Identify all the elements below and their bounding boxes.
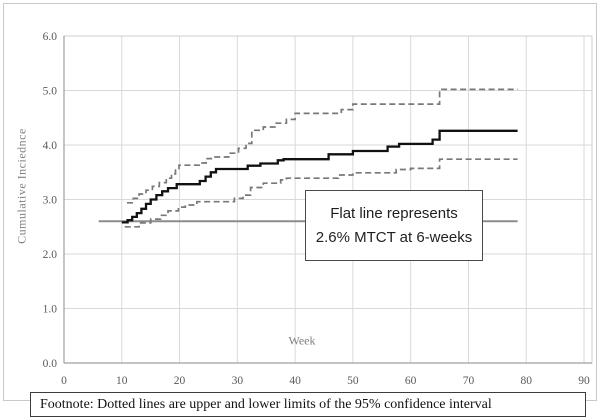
x-tick-label: 0 — [61, 375, 67, 387]
annotation-box: Flat line represents 2.6% MTCT at 6-week… — [305, 190, 483, 261]
x-tick-label: 30 — [232, 375, 244, 387]
y-tick-label: 6.0 — [43, 31, 58, 43]
x-tick-labels: 0 10 20 30 40 50 60 70 80 90 — [61, 375, 590, 387]
y-tick-labels: 0.0 1.0 2.0 3.0 4.0 5.0 6.0 — [43, 31, 58, 370]
y-tick-label: 1.0 — [43, 304, 58, 316]
y-axis-title: Cumulative Inciednce — [14, 128, 29, 244]
annotation-line-2: 2.6% MTCT at 6-weeks — [315, 229, 473, 246]
y-tick-label: 4.0 — [43, 140, 58, 152]
y-tick-label: 0.0 — [43, 358, 58, 370]
y-tick-label: 2.0 — [43, 249, 58, 261]
x-tick-label: 50 — [347, 375, 359, 387]
x-axis-title: Week — [288, 333, 316, 348]
annotation-line-1: Flat line represents — [330, 205, 458, 222]
cumulative-incidence-line — [121, 129, 518, 224]
upper-ci-line — [127, 88, 518, 204]
x-tick-label: 90 — [578, 375, 590, 387]
footnote: Footnote: Dotted lines are upper and low… — [30, 392, 586, 417]
footnote-text: Footnote: Dotted lines are upper and low… — [40, 397, 492, 412]
x-tick-label: 60 — [405, 375, 417, 387]
x-tick-label: 10 — [116, 375, 128, 387]
x-tick-label: 40 — [289, 375, 301, 387]
y-tick-label: 5.0 — [43, 86, 58, 98]
x-tick-label: 70 — [463, 375, 475, 387]
lower-ci-line — [124, 158, 518, 228]
x-tick-label: 80 — [520, 375, 532, 387]
y-tick-label: 3.0 — [43, 195, 58, 207]
x-tick-label: 20 — [174, 375, 186, 387]
